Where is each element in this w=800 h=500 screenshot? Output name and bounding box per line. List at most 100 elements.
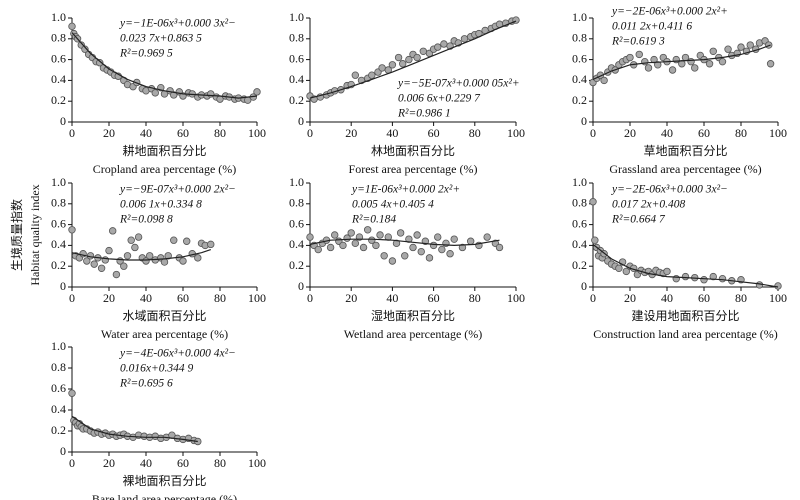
y-tick-label: 0.4 [51, 72, 66, 86]
point [83, 257, 91, 265]
y-tick-label: 0.6 [51, 381, 66, 395]
point [663, 267, 671, 276]
x-tick-label: 80 [735, 126, 747, 140]
y-tick-label: 0.2 [289, 93, 304, 107]
fit-curve [592, 44, 771, 80]
y-tick-label: 0.8 [51, 360, 66, 374]
point [68, 226, 76, 234]
point [378, 64, 386, 72]
point [672, 55, 680, 64]
equation-line: y=−9E-07x³+0.000 2x²− [119, 184, 236, 196]
x-axis-title-en: Water area percentage (%) [101, 327, 228, 341]
y-tick-label: 0.6 [572, 51, 587, 65]
point [681, 53, 690, 62]
equation-line: 0.005 4x+0.405 4 [352, 199, 434, 211]
y-axis-title-en: Habitat quality index [28, 184, 42, 285]
x-tick-label: 100 [248, 291, 266, 305]
x-axis-title-en: Grassland area percentagee (%) [609, 162, 761, 176]
point [372, 241, 380, 250]
point [654, 61, 662, 69]
point [347, 229, 355, 237]
point [774, 282, 782, 290]
panel: 0 0.2 0.4 0.6 0.8 1.0 0 20 40 60 80 100 耕地面积百分比 Cropl… [51, 10, 266, 176]
point [376, 231, 384, 239]
x-axis-title: 林地面积百分比 [371, 144, 455, 158]
point [450, 235, 458, 243]
y-tick-label: 0.6 [289, 216, 304, 230]
point [182, 237, 191, 245]
y-tick-label: 0.6 [289, 51, 304, 65]
x-tick-label: 40 [140, 126, 152, 140]
equation-line: 0.016x+0.344 9 [120, 363, 193, 375]
y-tick-label: 0 [60, 279, 66, 293]
equation-line: R²=0.098 8 [119, 214, 173, 226]
y-tick-label: 0.2 [51, 423, 66, 437]
point [160, 258, 169, 266]
panel: 0 0.2 0.4 0.6 0.8 1.0 0 20 40 60 80 100 裸地面积百分比 Bare … [51, 339, 266, 500]
point [718, 274, 727, 283]
y-tick-label: 0.4 [51, 402, 66, 416]
x-tick-label: 20 [103, 126, 115, 140]
y-tick-label: 0 [60, 114, 66, 128]
point [388, 257, 397, 265]
x-tick-label: 0 [69, 456, 75, 470]
x-axis-title-en: Cropland area percentage (%) [93, 162, 237, 176]
point [151, 89, 159, 97]
panel: 0 0.2 0.4 0.6 0.8 1.0 0 20 40 60 80 100 林地面积百分比 Fores… [289, 10, 525, 176]
y-axis-title: 生境质量指数 [9, 199, 24, 271]
x-tick-label: 100 [769, 126, 787, 140]
point [709, 47, 717, 55]
point [417, 247, 425, 256]
x-tick-label: 80 [469, 126, 481, 140]
point [90, 260, 98, 268]
point [460, 35, 469, 43]
y-tick-label: 0 [60, 444, 66, 458]
x-tick-label: 20 [103, 456, 115, 470]
point [425, 254, 434, 262]
x-tick-label: 80 [214, 291, 226, 305]
y-tick-label: 0.8 [51, 196, 66, 210]
x-tick-label: 20 [345, 126, 357, 140]
y-tick-label: 0.8 [289, 31, 304, 45]
y-tick-label: 1.0 [51, 339, 66, 353]
equation-line: y=−5E-07x³+0.000 05x²+ [397, 78, 520, 90]
x-axis-title: 耕地面积百分比 [122, 143, 206, 158]
x-tick-label: 20 [345, 291, 357, 305]
point [755, 281, 764, 289]
y-tick-label: 0.8 [572, 196, 587, 210]
y-tick-label: 0.8 [572, 31, 587, 45]
y-tick-label: 1.0 [51, 10, 66, 24]
point [179, 257, 187, 265]
point [635, 50, 643, 59]
point [68, 22, 76, 31]
equation-line: R²=0.695 6 [119, 378, 173, 390]
y-tick-label: 1.0 [289, 10, 304, 24]
point [591, 236, 599, 244]
y-tick-label: 0 [581, 279, 587, 293]
x-axis-title-en: Forest area percentage (%) [349, 162, 478, 176]
y-tick-label: 0.2 [572, 93, 587, 107]
point [399, 60, 407, 68]
y-tick-label: 0.6 [51, 51, 66, 65]
equation-line: 0.017 2x+0.408 [612, 199, 685, 211]
point [145, 252, 154, 260]
point [120, 262, 128, 270]
y-tick-label: 0.4 [572, 237, 587, 251]
y-tick-label: 0.4 [289, 72, 304, 86]
point [765, 41, 773, 49]
point [737, 43, 745, 51]
x-axis-title-en: Wetland area percentage (%) [344, 327, 483, 341]
point [672, 274, 680, 283]
point [622, 267, 630, 276]
point [363, 226, 372, 234]
x-tick-label: 40 [140, 291, 152, 305]
x-tick-label: 0 [69, 291, 75, 305]
x-tick-label: 0 [590, 291, 596, 305]
point [413, 53, 421, 62]
x-tick-label: 100 [248, 456, 266, 470]
x-tick-label: 80 [469, 291, 481, 305]
point [405, 55, 413, 64]
y-tick-label: 1.0 [51, 175, 66, 189]
fit-curve [71, 249, 211, 261]
